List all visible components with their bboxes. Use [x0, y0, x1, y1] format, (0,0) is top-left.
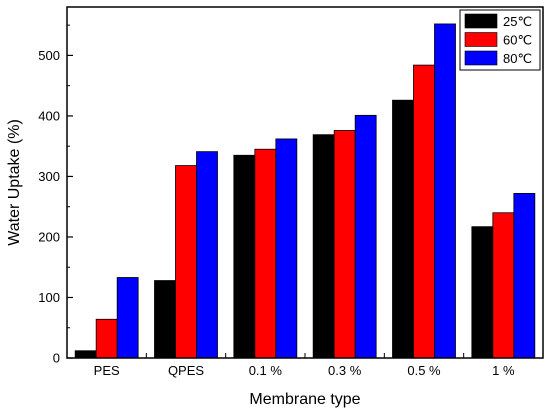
x-tick-label: PES — [94, 363, 120, 378]
y-axis-title: Water Uptake (%) — [6, 119, 23, 246]
y-tick-label: 500 — [38, 48, 60, 63]
bar-3-5 — [434, 23, 456, 359]
x-tick-label: 0.1 % — [249, 363, 283, 378]
bar-2-3 — [254, 148, 277, 359]
legend-swatch — [464, 50, 498, 66]
y-tick-label: 100 — [38, 290, 60, 305]
legend-swatch — [464, 32, 498, 47]
y-tick-label: 200 — [38, 229, 60, 244]
legend: 25℃ 60℃ 80℃ — [459, 9, 541, 71]
bar-2-1 — [95, 318, 118, 359]
bar-2-6 — [492, 212, 515, 359]
x-tick-label: 0.3 % — [328, 363, 362, 378]
y-tick-label: 0 — [53, 351, 60, 366]
x-axis-title: Membrane type — [249, 391, 360, 408]
bar-1-5 — [392, 99, 414, 359]
bar-1-4 — [312, 134, 335, 359]
bar-1-6 — [471, 226, 494, 359]
legend-label: 25℃ — [503, 14, 532, 29]
bar-1-1 — [74, 350, 97, 359]
bars-layer — [74, 23, 536, 359]
bar-3-2 — [196, 151, 218, 359]
bar-3-3 — [275, 138, 298, 359]
x-tick-label: QPES — [168, 363, 204, 378]
x-tick-label: 1 % — [492, 363, 515, 378]
bar-1-2 — [154, 280, 176, 359]
y-tick-label: 300 — [38, 169, 60, 184]
legend-label: 60℃ — [503, 33, 532, 48]
bar-2-2 — [175, 165, 197, 359]
x-tick-label: 0.5 % — [407, 363, 441, 378]
legend-label: 80℃ — [503, 51, 532, 66]
bar-2-5 — [413, 64, 435, 359]
y-axis: 0 100 200 300 400 500 — [38, 24, 73, 366]
bar-1-3 — [233, 154, 256, 359]
bar-3-4 — [354, 114, 377, 359]
bar-3-6 — [513, 192, 536, 359]
bar-2-4 — [333, 130, 356, 359]
y-tick-label: 400 — [38, 108, 60, 123]
bar-3-1 — [116, 277, 139, 359]
legend-swatch — [464, 13, 498, 29]
x-axis: PES QPES 0.1 % 0.3 % 0.5 % 1 % — [94, 353, 515, 378]
